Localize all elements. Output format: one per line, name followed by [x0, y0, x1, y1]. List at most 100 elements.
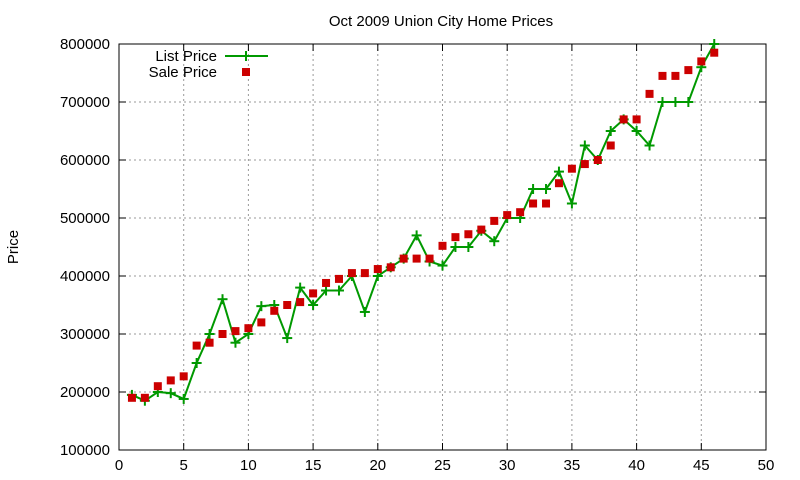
list-price-point: [489, 236, 500, 247]
list-price-series: [126, 39, 720, 406]
sale-price-point: [593, 156, 602, 164]
x-tick-label: 5: [180, 457, 188, 474]
legend-label-sale-price: Sale Price: [149, 64, 217, 81]
sale-price-point: [464, 230, 473, 239]
sale-price-point: [425, 254, 434, 263]
list-price-point: [217, 294, 228, 305]
sale-price-series: [127, 48, 719, 402]
sale-price-point: [503, 211, 512, 220]
sale-price-point: [684, 66, 693, 75]
chart-title: Oct 2009 Union City Home Prices: [329, 13, 553, 30]
legend-marker-list-price: [241, 51, 251, 61]
list-price-point: [178, 393, 189, 404]
sale-price-point: [309, 289, 318, 298]
sale-price-point: [244, 324, 253, 333]
y-tick-label: 100000: [60, 442, 110, 459]
list-price-point: [295, 282, 306, 293]
sale-price-point: [710, 48, 719, 57]
x-tick-label: 50: [758, 457, 775, 474]
list-price-point: [411, 230, 422, 241]
sale-price-point: [257, 318, 266, 327]
sale-price-point: [412, 254, 421, 263]
list-price-point: [359, 306, 370, 317]
sale-price-point: [490, 216, 499, 225]
list-price-point: [308, 300, 319, 310]
list-price-point: [657, 97, 668, 107]
sale-price-point: [231, 327, 240, 336]
x-tick-label: 15: [305, 457, 322, 474]
list-price-point: [282, 333, 293, 344]
list-price-point: [450, 242, 461, 252]
x-tick-label: 0: [115, 457, 123, 474]
y-tick-label: 200000: [60, 384, 110, 401]
list-price-point: [566, 198, 577, 209]
y-tick-label: 700000: [60, 94, 110, 111]
sale-price-point: [645, 89, 654, 98]
sale-price-point: [542, 199, 551, 208]
sale-price-point: [658, 71, 667, 80]
sale-price-point: [529, 199, 538, 208]
sale-price-point: [205, 338, 214, 347]
axes: 0 5 10 15 20 25 30 35 40 45 50 100000 200000 300000 40…: [60, 36, 774, 474]
y-tick-label: 300000: [60, 326, 110, 343]
list-price-point: [463, 242, 474, 252]
legend-label-list-price: List Price: [155, 48, 217, 65]
list-price-point: [333, 285, 344, 296]
x-tick-label: 45: [693, 457, 710, 474]
list-price-point: [437, 260, 448, 271]
sale-price-point: [373, 265, 382, 274]
list-price-point: [230, 337, 241, 348]
sale-price-point: [270, 306, 279, 315]
sale-price-point: [386, 263, 395, 272]
list-price-point: [528, 184, 539, 194]
list-price-point: [553, 166, 564, 177]
sale-price-point: [554, 179, 563, 188]
sale-price-point: [697, 57, 706, 66]
list-price-point: [191, 358, 202, 368]
sale-price-point: [671, 71, 680, 80]
sale-price-point: [283, 301, 292, 309]
x-tick-label: 40: [628, 457, 645, 474]
sale-price-point: [218, 330, 227, 338]
sale-price-point: [334, 274, 343, 283]
x-tick-label: 20: [369, 457, 386, 474]
list-price-point: [670, 97, 681, 107]
list-price-point: [683, 97, 694, 107]
sale-price-point: [153, 382, 162, 391]
data-series: [126, 39, 720, 406]
sale-price-point: [347, 269, 356, 278]
sale-price-point: [296, 298, 305, 307]
y-tick-label: 500000: [60, 210, 110, 227]
x-tick-label: 10: [240, 457, 257, 474]
x-tick-label: 25: [434, 457, 451, 474]
y-tick-label: 400000: [60, 268, 110, 285]
list-price-point: [165, 388, 176, 399]
y-axis-label: Price: [5, 230, 22, 264]
sale-price-point: [451, 233, 460, 242]
sale-price-point: [360, 269, 369, 278]
x-tick-label: 30: [499, 457, 516, 474]
list-price-line: [131, 43, 716, 402]
sale-price-point: [140, 393, 149, 402]
sale-price-point: [322, 278, 331, 287]
list-price-point: [631, 126, 642, 136]
sale-price-point: [567, 164, 576, 173]
list-price-point: [204, 329, 215, 339]
sale-price-point: [619, 115, 628, 124]
sale-price-point: [399, 254, 408, 263]
list-price-point: [579, 140, 590, 151]
sale-price-point: [477, 225, 486, 234]
sale-price-point: [192, 341, 201, 350]
list-price-point: [321, 285, 332, 296]
y-tick-label: 600000: [60, 152, 110, 169]
sale-price-point: [632, 115, 641, 124]
sale-price-point: [438, 241, 447, 250]
list-price-point: [644, 140, 655, 151]
legend-marker-sale-price: [242, 68, 250, 76]
list-price-point: [541, 184, 552, 194]
sale-price-point: [516, 208, 525, 217]
list-price-point: [709, 39, 720, 49]
list-price-point: [256, 301, 267, 312]
